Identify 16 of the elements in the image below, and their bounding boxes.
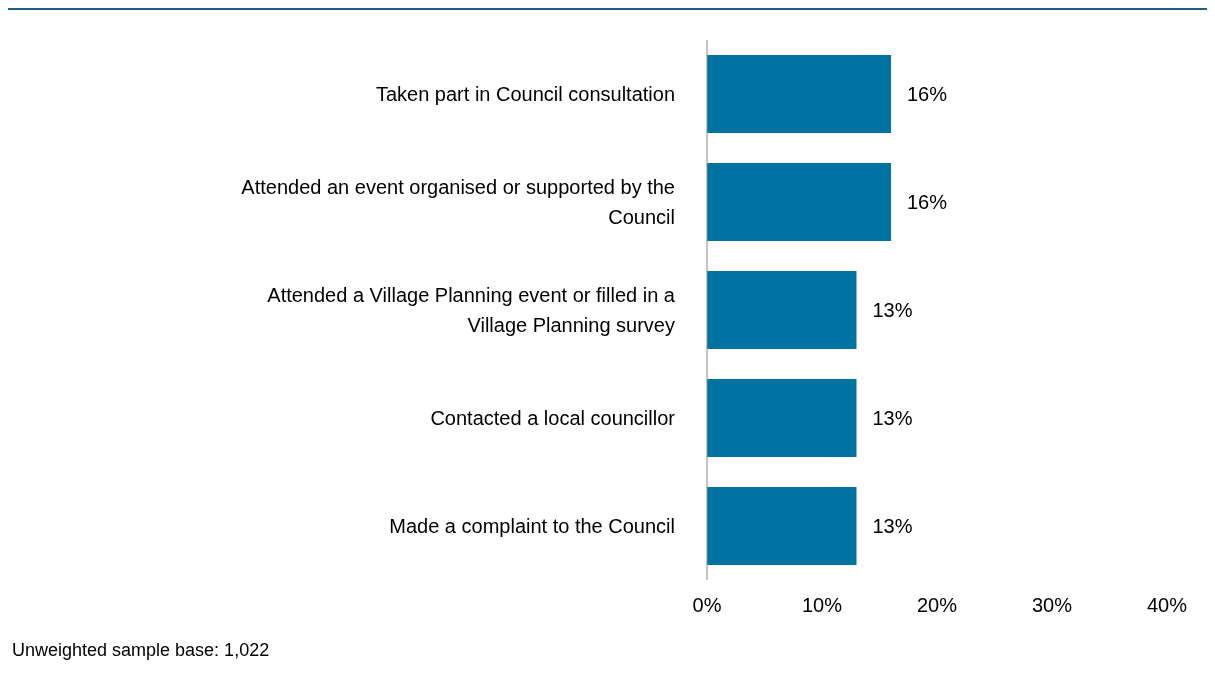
- y-tick-label: Attended an event organised or supported by the Council: [241, 176, 675, 228]
- data-label: 13%: [872, 407, 913, 430]
- data-label: 13%: [872, 299, 913, 322]
- data-label: 16%: [907, 191, 948, 214]
- text: Unweighted sample base: 1,022: [12, 640, 271, 661]
- x-tick-label: 40%: [1146, 594, 1188, 617]
- x-tick-label: 30%: [1031, 594, 1073, 617]
- data-label: 16%: [907, 83, 948, 106]
- x-tick-label: 20%: [916, 594, 958, 617]
- y-tick-label: Contacted a local councillor: [430, 407, 676, 429]
- y-tick-label: Made a complaint to the Council: [389, 515, 675, 537]
- x-tick-label: 0%: [692, 594, 722, 617]
- x-tick-label: 10%: [801, 594, 843, 617]
- y-tick-label: Taken part in Council consultation: [375, 83, 675, 105]
- data-label: 13%: [872, 515, 913, 538]
- y-tick-label: Attended a Village Planning event or filled in a Village Planning survey: [267, 284, 676, 336]
